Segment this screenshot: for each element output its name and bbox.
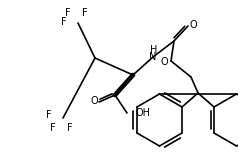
Text: F: F	[65, 8, 71, 18]
Text: H: H	[150, 45, 158, 55]
Text: F: F	[46, 110, 52, 120]
Text: O: O	[90, 96, 98, 106]
Text: F: F	[82, 8, 88, 18]
Text: O: O	[160, 57, 168, 67]
Text: F: F	[67, 123, 73, 133]
Text: F: F	[50, 123, 56, 133]
Text: F: F	[61, 17, 67, 27]
Text: N: N	[149, 52, 157, 62]
Text: OH: OH	[135, 108, 150, 118]
Text: O: O	[189, 20, 197, 30]
